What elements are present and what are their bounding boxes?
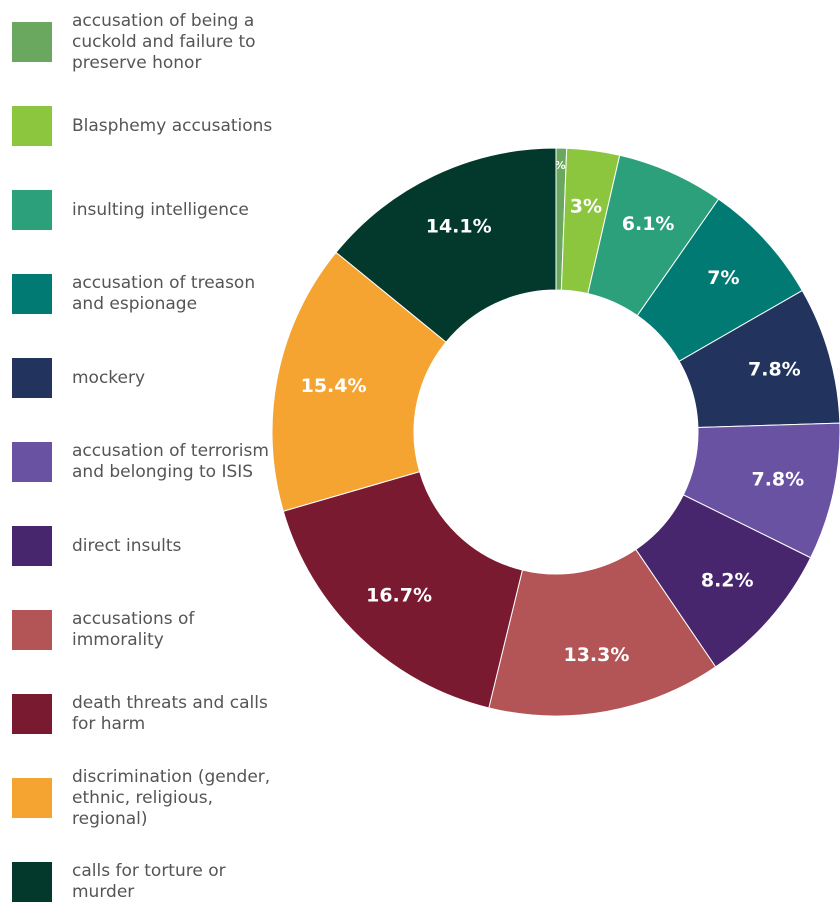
data-label: 13.3%	[563, 644, 629, 666]
legend-label: accusation of treason and espionage	[72, 273, 256, 314]
legend-item: accusation of terrorism and belonging to…	[0, 420, 290, 504]
legend-swatch	[12, 22, 52, 62]
legend-item: Blasphemy accusations	[0, 84, 290, 168]
legend-item: discrimination (gender, ethnic, religiou…	[0, 756, 290, 840]
legend-swatch	[12, 778, 52, 818]
legend-item: direct insults	[0, 504, 290, 588]
legend-swatch	[12, 274, 52, 314]
legend-label: discrimination (gender, ethnic, religiou…	[72, 766, 271, 829]
data-label: 3%	[570, 195, 602, 217]
legend-item: accusation of being a cuckold and failur…	[0, 0, 290, 84]
legend-swatch	[12, 862, 52, 902]
legend-item: mockery	[0, 336, 290, 420]
legend-swatch	[12, 610, 52, 650]
legend-label: insulting intelligence	[72, 199, 249, 220]
legend-label: direct insults	[72, 535, 182, 556]
data-label: 16.7%	[366, 585, 432, 607]
legend-item: accusations of immorality	[0, 588, 290, 672]
donut-slice	[271, 251, 447, 512]
data-label: 8.2%	[701, 570, 754, 592]
data-label: 7.8%	[748, 359, 801, 381]
legend-item: insulting intelligence	[0, 168, 290, 252]
data-label: 7%	[707, 267, 739, 289]
data-label: 7.8%	[751, 469, 804, 491]
data-label: 15.4%	[301, 375, 367, 397]
legend-item: death threats and calls for harm	[0, 672, 290, 756]
legend-label: Blasphemy accusations	[72, 115, 273, 136]
legend-swatch	[12, 358, 52, 398]
legend-item: calls for torture or murder	[0, 840, 290, 924]
data-label: 6.1%	[622, 213, 675, 235]
legend-label: accusations of immorality	[72, 609, 195, 650]
legend-swatch	[12, 526, 52, 566]
legend-swatch	[12, 106, 52, 146]
donut-slice	[488, 548, 717, 717]
legend-label: accusation of being a cuckold and failur…	[72, 10, 256, 73]
donut-slice	[335, 147, 557, 343]
data-label: 14.1%	[426, 215, 492, 237]
legend-label: calls for torture or murder	[72, 861, 226, 902]
legend-label: mockery	[72, 367, 146, 388]
legend-item: accusation of treason and espionage	[0, 252, 290, 336]
legend-label: death threats and calls for harm	[72, 693, 268, 734]
legend-swatch	[12, 442, 52, 482]
legend-label: accusation of terrorism and belonging to…	[72, 441, 269, 482]
legend-swatch	[12, 694, 52, 734]
page: accusation of being a cuckold and failur…	[12, 10, 840, 902]
chart: 0.6%3%6.1%7%7.8%7.8%8.2%13.3%16.7%15.4%1…	[271, 147, 840, 717]
legend-swatch	[12, 190, 52, 230]
legend: accusation of being a cuckold and failur…	[0, 0, 290, 924]
donut-slice	[282, 470, 524, 709]
